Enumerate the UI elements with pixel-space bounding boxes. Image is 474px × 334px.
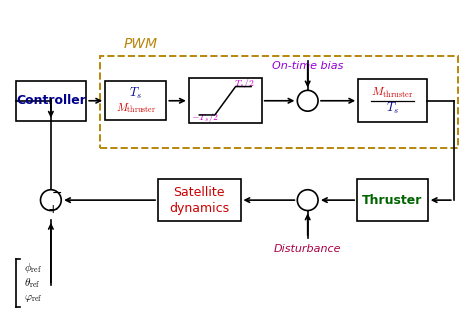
Bar: [105, 81, 166, 120]
Text: $T_s/2$: $T_s/2$: [234, 77, 255, 90]
Bar: [16, 80, 86, 121]
Text: $-T_s/2$: $-T_s/2$: [191, 111, 219, 124]
Circle shape: [40, 190, 61, 210]
Text: PWM: PWM: [124, 37, 158, 51]
Bar: [357, 179, 428, 221]
Text: Controller: Controller: [16, 94, 86, 107]
Text: Thruster: Thruster: [362, 194, 423, 207]
Text: $+$: $+$: [47, 203, 58, 216]
Bar: [189, 78, 262, 123]
Text: On-time bias: On-time bias: [272, 60, 343, 70]
Text: $\theta_{\rm ref}$: $\theta_{\rm ref}$: [24, 276, 41, 290]
Bar: [358, 79, 427, 122]
Bar: [100, 56, 458, 148]
Circle shape: [297, 190, 318, 210]
Circle shape: [297, 90, 318, 111]
Text: $T_s$: $T_s$: [129, 86, 142, 101]
Text: $T_s$: $T_s$: [386, 101, 399, 116]
Text: $M_{\rm thruster}$: $M_{\rm thruster}$: [371, 86, 414, 100]
Text: dynamics: dynamics: [169, 202, 229, 215]
Text: Disturbance: Disturbance: [274, 244, 341, 254]
Text: $M_{\rm thruster}$: $M_{\rm thruster}$: [116, 102, 155, 115]
Text: $\phi_{\rm ref}$: $\phi_{\rm ref}$: [24, 261, 42, 275]
Text: $\varphi_{\rm ref}$: $\varphi_{\rm ref}$: [24, 293, 43, 304]
Text: $-$: $-$: [52, 186, 63, 199]
Text: Satellite: Satellite: [173, 186, 225, 199]
Bar: [158, 179, 240, 221]
